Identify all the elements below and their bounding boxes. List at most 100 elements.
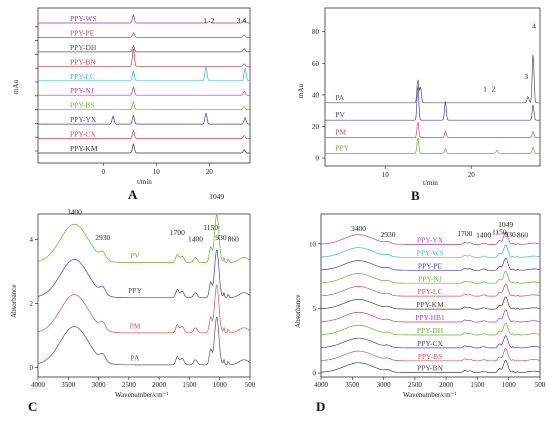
panel-a-series-label: PPY-BS	[70, 101, 95, 110]
panel-a-plot: 0 10 20 PPY-WS PPY-PE PPY-DH PPY-BN PPY-LC PPY-N…	[35, 13, 250, 176]
panel-a-peak-annotation: 3	[237, 16, 241, 25]
panel-d-series-ppy-nj	[320, 270, 541, 284]
panel-d-xtick-label: 1500	[470, 381, 485, 389]
panel-c-peak-annotation: 3400	[67, 208, 82, 217]
panel-d-series-label: PPY-YX	[417, 235, 444, 244]
panel-a-ylabel: mAu	[12, 80, 20, 95]
panel-a-series-ppy-nj	[38, 86, 250, 96]
panel-b-xtick-label: 20	[468, 171, 476, 179]
panel-c-series-ppy	[37, 250, 251, 299]
panel-b-series-ppy	[325, 137, 540, 154]
panel-a: 0 10 20 PPY-WS PPY-PE PPY-DH PPY-BN PPY-LC PPY-N…	[12, 7, 251, 202]
panel-a-series-label: PPY-NJ	[70, 86, 94, 95]
panel-c-peak-annotation: 1150	[203, 223, 218, 232]
panel-c-frame	[37, 213, 251, 378]
panel-d-peak-annotation: 1400	[476, 231, 491, 240]
panel-a-series-ppy-bs	[38, 100, 250, 111]
panel-c-xtick-label: 2500	[122, 381, 137, 389]
panel-b-letter: B	[411, 188, 420, 203]
panel-a-series-label: PPY-DH	[70, 43, 97, 52]
panel-a-series-label: PPY-LC	[70, 72, 95, 81]
panel-c-series-pa	[37, 317, 251, 366]
panel-d-series-ppy-bn	[321, 360, 541, 373]
panel-c-peak-annotation: 860	[228, 235, 240, 244]
panel-c-series-pm	[37, 285, 251, 334]
panel-d-peak-annotation: 930	[504, 230, 516, 239]
panel-c-series-label: PV	[130, 251, 140, 260]
panel-a-peak-annotation: 1	[203, 16, 207, 25]
panel-c-xtick-label: 3000	[92, 381, 107, 389]
panel-a-series-label: PPY-YX	[70, 115, 97, 124]
panel-d-series-label: PPY-HB1	[415, 313, 445, 322]
panel-b-series-pa	[325, 54, 540, 104]
panel-a-letter: A	[128, 187, 138, 202]
panel-d-series-ppy-pe	[320, 257, 541, 271]
panel-d-ylabel: Absorbance	[294, 295, 302, 328]
panel-a-series-ppy-yx	[38, 112, 250, 125]
panel-c-plot: 4000 3500 3000 2500 2000 1500 1000 500 0 2 4 PV PPY P…	[30, 192, 256, 389]
panel-c-peak-annotation: 2930	[95, 233, 110, 242]
panel-c-ytick-label: 0	[30, 364, 34, 372]
panel-b-ytick-label: 40	[312, 91, 320, 99]
panel-c-series-label: PM	[130, 321, 141, 330]
panel-a-series-ppy-lc	[38, 66, 250, 82]
panel-d-series-ppy-ws	[321, 244, 541, 258]
panel-c-series-label: PA	[131, 353, 140, 362]
panel-d-series-label: PPY-DH	[417, 326, 444, 335]
panel-c-xtick-label: 4000	[31, 381, 46, 389]
panel-c-peak-annotation: 1700	[170, 228, 185, 237]
panel-a-peak-annotation: 2	[211, 16, 215, 25]
panel-c-series-label: PPY	[128, 286, 142, 295]
panel-d-xtick-label: 2000	[439, 381, 454, 389]
panel-d-series-ppy-yx	[320, 232, 541, 245]
panel-a-series-ppy-dh	[38, 44, 250, 53]
panel-d-series-label: PPY-BS	[418, 352, 443, 361]
panel-a-frame	[37, 7, 251, 164]
panel-a-xlabel: t/min	[137, 178, 152, 186]
panel-d-xtick-label: 3500	[345, 381, 360, 389]
panel-a-xtick-label: 10	[153, 168, 161, 176]
panel-a-peak-annotation: 4	[242, 16, 246, 25]
panel-d-series-ppy-dh	[321, 322, 541, 336]
panel-d-series-label: PPY-BN	[417, 364, 443, 373]
panel-c-xlabel: Wavenumber/cm⁻¹	[115, 391, 168, 399]
panel-b-frame	[324, 7, 541, 167]
panel-d-series-label: PPY-WS	[417, 248, 444, 257]
panel-b-ytick-label: 0	[316, 155, 320, 163]
panel-c-ytick-label: 2	[30, 300, 34, 308]
panel-b: 0 20 40 60 80 10 20 PA PV PM PPY 1 2 3 4 mAu t/min B	[297, 7, 541, 203]
panel-d-ytick-label: 10	[309, 240, 317, 248]
panel-d-xtick-label: 1000	[502, 381, 517, 389]
panel-c: 4000 3500 3000 2500 2000 1500 1000 500 0 2 4 PV PPY P…	[10, 192, 256, 414]
panel-a-series-label: PPY-WS	[70, 14, 97, 23]
panel-c-xtick-label: 500	[245, 381, 256, 389]
panel-a-series-ppy-bn	[38, 48, 250, 67]
panel-b-ylabel: mAu	[297, 84, 305, 99]
panel-d-peak-annotation: 1150	[492, 228, 507, 237]
panel-a-series-label: PPY-PE	[70, 28, 95, 37]
panel-c-ytick-label: 4	[30, 236, 34, 244]
panel-a-xtick-label: 20	[206, 168, 214, 176]
panel-b-series-label: PV	[335, 110, 345, 119]
panel-d-series-label: PPY-LC	[417, 287, 442, 296]
panel-d-xtick-label: 4000	[314, 381, 329, 389]
panel-d-xlabel: Wavenumber/cm⁻¹	[403, 391, 456, 399]
panel-b-series-label: PA	[335, 93, 344, 102]
panel-c-peak-annotation: 1049	[209, 192, 224, 201]
panel-d-series-ppy-hb1	[320, 309, 541, 323]
panel-b-ytick-label: 20	[312, 123, 320, 131]
panel-d-peak-annotation: 3400	[351, 224, 366, 233]
panel-b-xtick-label: 10	[382, 171, 390, 179]
panel-c-xtick-label: 2000	[152, 381, 167, 389]
panel-a-series-label: PPY-CX	[70, 130, 96, 139]
panel-a-series-label: PPY-BN	[70, 57, 96, 66]
panel-c-peak-annotation: 930	[215, 233, 227, 242]
panel-d-series-label: PPY-PE	[418, 261, 443, 270]
panel-c-xtick-label: 1500	[182, 381, 197, 389]
panel-d-letter: D	[316, 399, 325, 414]
panel-d-ytick-label: 0	[313, 370, 317, 378]
panel-c-peak-annotation: 1400	[188, 235, 203, 244]
panel-a-series-ppy-cx	[38, 129, 250, 139]
panel-d: 4000 3500 3000 2500 2000 1500 1000 500 0 5 10 PPY-Y…	[294, 213, 546, 414]
panel-c-ylabel: Absorbance	[10, 285, 18, 318]
